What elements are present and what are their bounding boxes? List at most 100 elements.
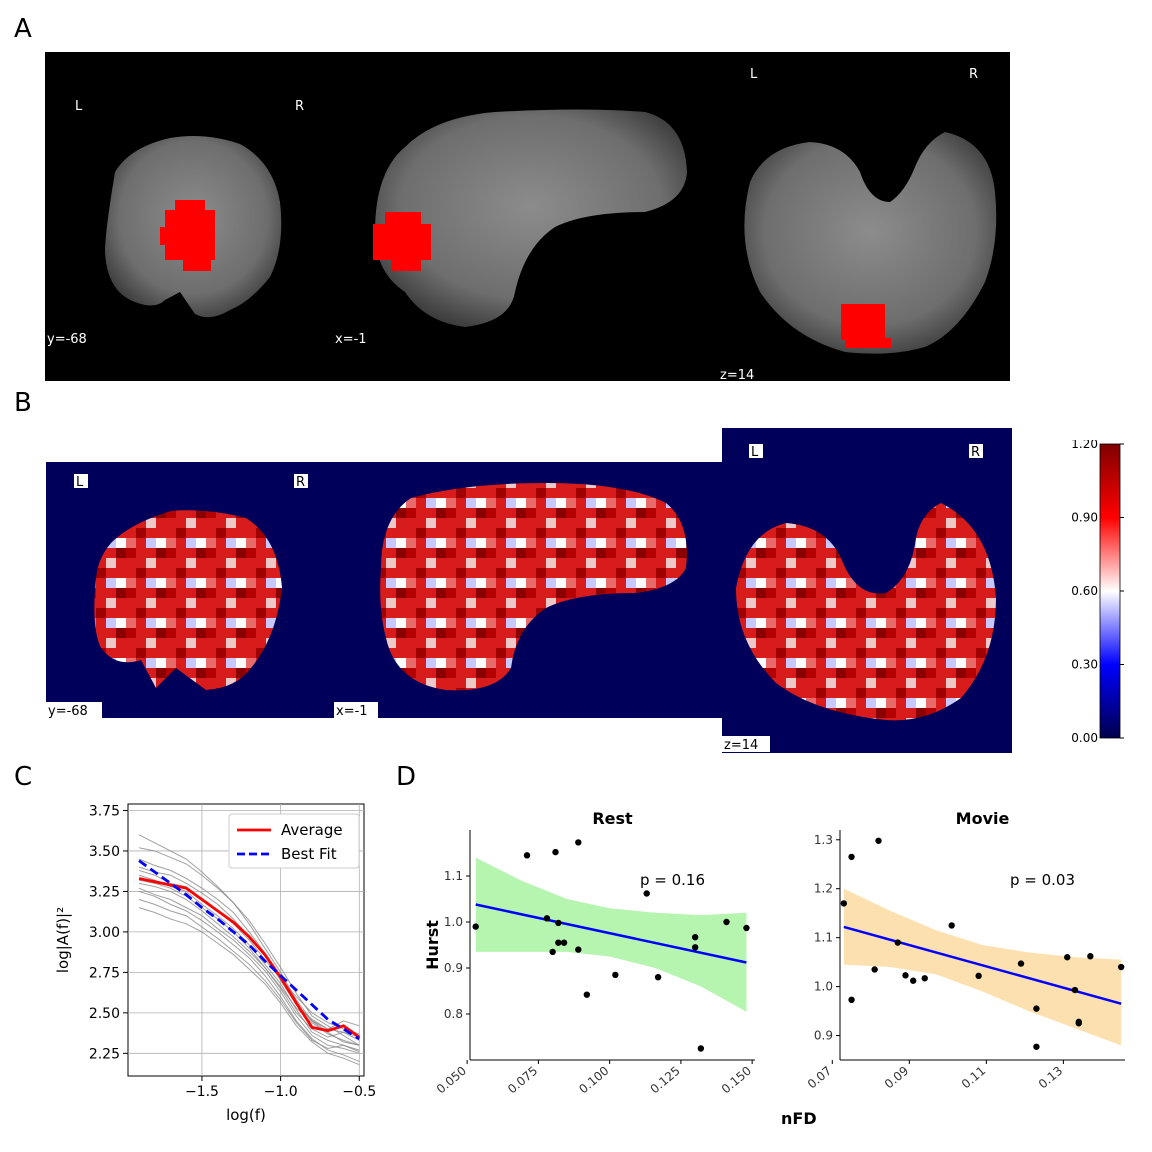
chart-d-ytick-label: 1.2: [814, 882, 833, 896]
chart-d-ytick-label: 1.1: [444, 869, 463, 883]
chart-d-xtick-label: 0.075: [505, 1064, 540, 1097]
panel-a-axial-overlay: [841, 304, 891, 348]
chart-d-point: [894, 939, 901, 946]
chart-d-ytick-label: 0.8: [444, 1007, 463, 1021]
chart-d-xtick-label: 0.13: [1036, 1064, 1065, 1092]
chart-d-point: [871, 966, 878, 973]
panel-b-right-label-1: R: [296, 475, 305, 490]
chart-d-xtick-label: 0.050: [434, 1064, 469, 1097]
chart-d-xtick-label: 0.125: [648, 1064, 683, 1097]
chart-d-point: [1064, 954, 1071, 961]
chart-d-point: [691, 933, 699, 941]
panel-b-sagittal-slice: [380, 483, 687, 691]
chart-d-ytick-label: 0.9: [814, 1029, 833, 1043]
panel-a-right-label-2: R: [969, 67, 978, 82]
chart-d-point: [743, 924, 750, 932]
chart-d-point: [1017, 960, 1025, 967]
panel-letter-b: B: [14, 388, 32, 418]
chart-c-ytick-label: 3.50: [89, 844, 120, 860]
chart-c-xtick-label: −0.5: [342, 1084, 376, 1100]
chart-d-p-value: p = 0.03: [1010, 871, 1075, 889]
chart-d-point: [975, 972, 982, 980]
chart-c-ytick-label: 3.75: [89, 803, 120, 819]
chart-c-xlabel: log(f): [226, 1106, 266, 1124]
panel-a-left-label-1: L: [75, 99, 83, 114]
chart-d-ylabel: Hurst: [423, 920, 442, 970]
chart-d-point: [560, 939, 568, 946]
panel-b-brain-slices: L R L R y=-68 x=-1 z=14: [46, 428, 1012, 753]
colorbar-tick-label: 0.00: [1071, 731, 1098, 745]
chart-d-point: [643, 890, 650, 897]
chart-d-point: [575, 946, 582, 953]
chart-c-ytick-label: 2.75: [89, 965, 120, 981]
chart-c-legend-label: Best Fit: [281, 845, 337, 863]
chart-d-ytick-label: 1.1: [814, 931, 833, 945]
chart-d-ytick-label: 0.9: [444, 961, 463, 975]
panel-letter-c: C: [14, 762, 33, 792]
panel-a-sagittal-coord: x=-1: [335, 332, 367, 347]
colorbar-tick-label: 1.20: [1071, 440, 1098, 451]
chart-c-ytick-label: 2.50: [89, 1006, 120, 1022]
chart-d-point: [1033, 1043, 1040, 1050]
chart-d-point: [1033, 1005, 1040, 1012]
chart-c-subject-line: [138, 907, 360, 1066]
chart-c-subject-line: [138, 834, 360, 1046]
chart-d-point: [948, 922, 955, 929]
chart-c-xtick-label: −1.5: [185, 1084, 219, 1100]
chart-d-ytick-label: 1.3: [814, 833, 833, 847]
panel-b-left-label-1: L: [76, 475, 84, 490]
panel-a-axial-coord: z=14: [720, 368, 754, 381]
chart-c-ytick-label: 3.00: [89, 925, 120, 941]
panel-d-movie-chart: Movie 0.9 1.0 1.1 1.2 1.3 0.07 0.09 0.11 0.13 p = …: [780, 809, 1125, 1128]
chart-d-xtick-label: 0.07: [805, 1064, 834, 1092]
panel-b-right-label-2: R: [971, 445, 980, 460]
chart-d-point: [654, 974, 662, 981]
chart-c-subject-line: [138, 882, 360, 1038]
chart-c-subject-line: [138, 887, 360, 1054]
colorbar-tick-label: 0.90: [1071, 511, 1098, 525]
chart-d-ytick-label: 1.0: [814, 980, 833, 994]
chart-d-point: [875, 837, 882, 844]
chart-d-point: [555, 939, 562, 946]
panel-a-coronal-coord: y=-68: [47, 332, 87, 347]
chart-c-ytick-label: 2.25: [89, 1046, 120, 1062]
chart-d-point: [909, 977, 917, 984]
chart-d-p-value: p = 0.16: [640, 871, 705, 889]
chart-d-point: [472, 923, 479, 930]
panel-a-sagittal-overlay: [373, 212, 431, 271]
chart-d-xtick-label: 0.150: [719, 1064, 754, 1097]
chart-c-ylabel: log|A(f)|²: [54, 907, 72, 973]
chart-d-fit-line: [475, 903, 747, 964]
chart-c-xtick-label: −1.0: [264, 1084, 298, 1100]
chart-d-point: [523, 852, 531, 859]
chart-d-point: [697, 1045, 705, 1052]
panel-b-coronal-slice: [94, 510, 282, 690]
chart-d-point: [691, 944, 699, 951]
panel-c-spectrum-chart: −1.5 −1.0 −0.5 2.25 2.50 2.75 3.00 3.25 3.50 3.75…: [54, 803, 376, 1124]
panel-a-axial-slice: [744, 132, 997, 354]
chart-d-xtick-label: 0.100: [576, 1064, 611, 1097]
panel-letter-a: A: [14, 14, 32, 44]
chart-d-point: [840, 900, 848, 907]
chart-d-point: [575, 839, 582, 846]
chart-d-point: [902, 972, 909, 979]
chart-d-point: [848, 996, 855, 1004]
chart-d-point: [552, 848, 559, 856]
panel-b-axial-coord: z=14: [724, 738, 758, 753]
chart-d-title: Rest: [592, 809, 633, 828]
chart-c-legend-label: Average: [281, 821, 343, 839]
panel-a-sagittal-slice: [373, 109, 687, 327]
panel-letter-d: D: [396, 762, 417, 792]
chart-d-point: [555, 919, 562, 927]
panel-b-axial-slice: [736, 503, 996, 721]
chart-d-title: Movie: [956, 809, 1010, 828]
panel-b-sagittal-coord: x=-1: [336, 704, 368, 719]
chart-d-point: [848, 853, 855, 861]
chart-d-ytick-label: 1.0: [444, 915, 463, 929]
chart-d-xtick-label: 0.09: [882, 1064, 911, 1092]
chart-d-point: [1075, 1018, 1082, 1026]
chart-d-point: [1117, 963, 1125, 971]
chart-d-confidence-band: [843, 888, 1122, 1046]
chart-c-ytick-label: 3.25: [89, 884, 120, 900]
chart-d-point: [543, 915, 551, 922]
